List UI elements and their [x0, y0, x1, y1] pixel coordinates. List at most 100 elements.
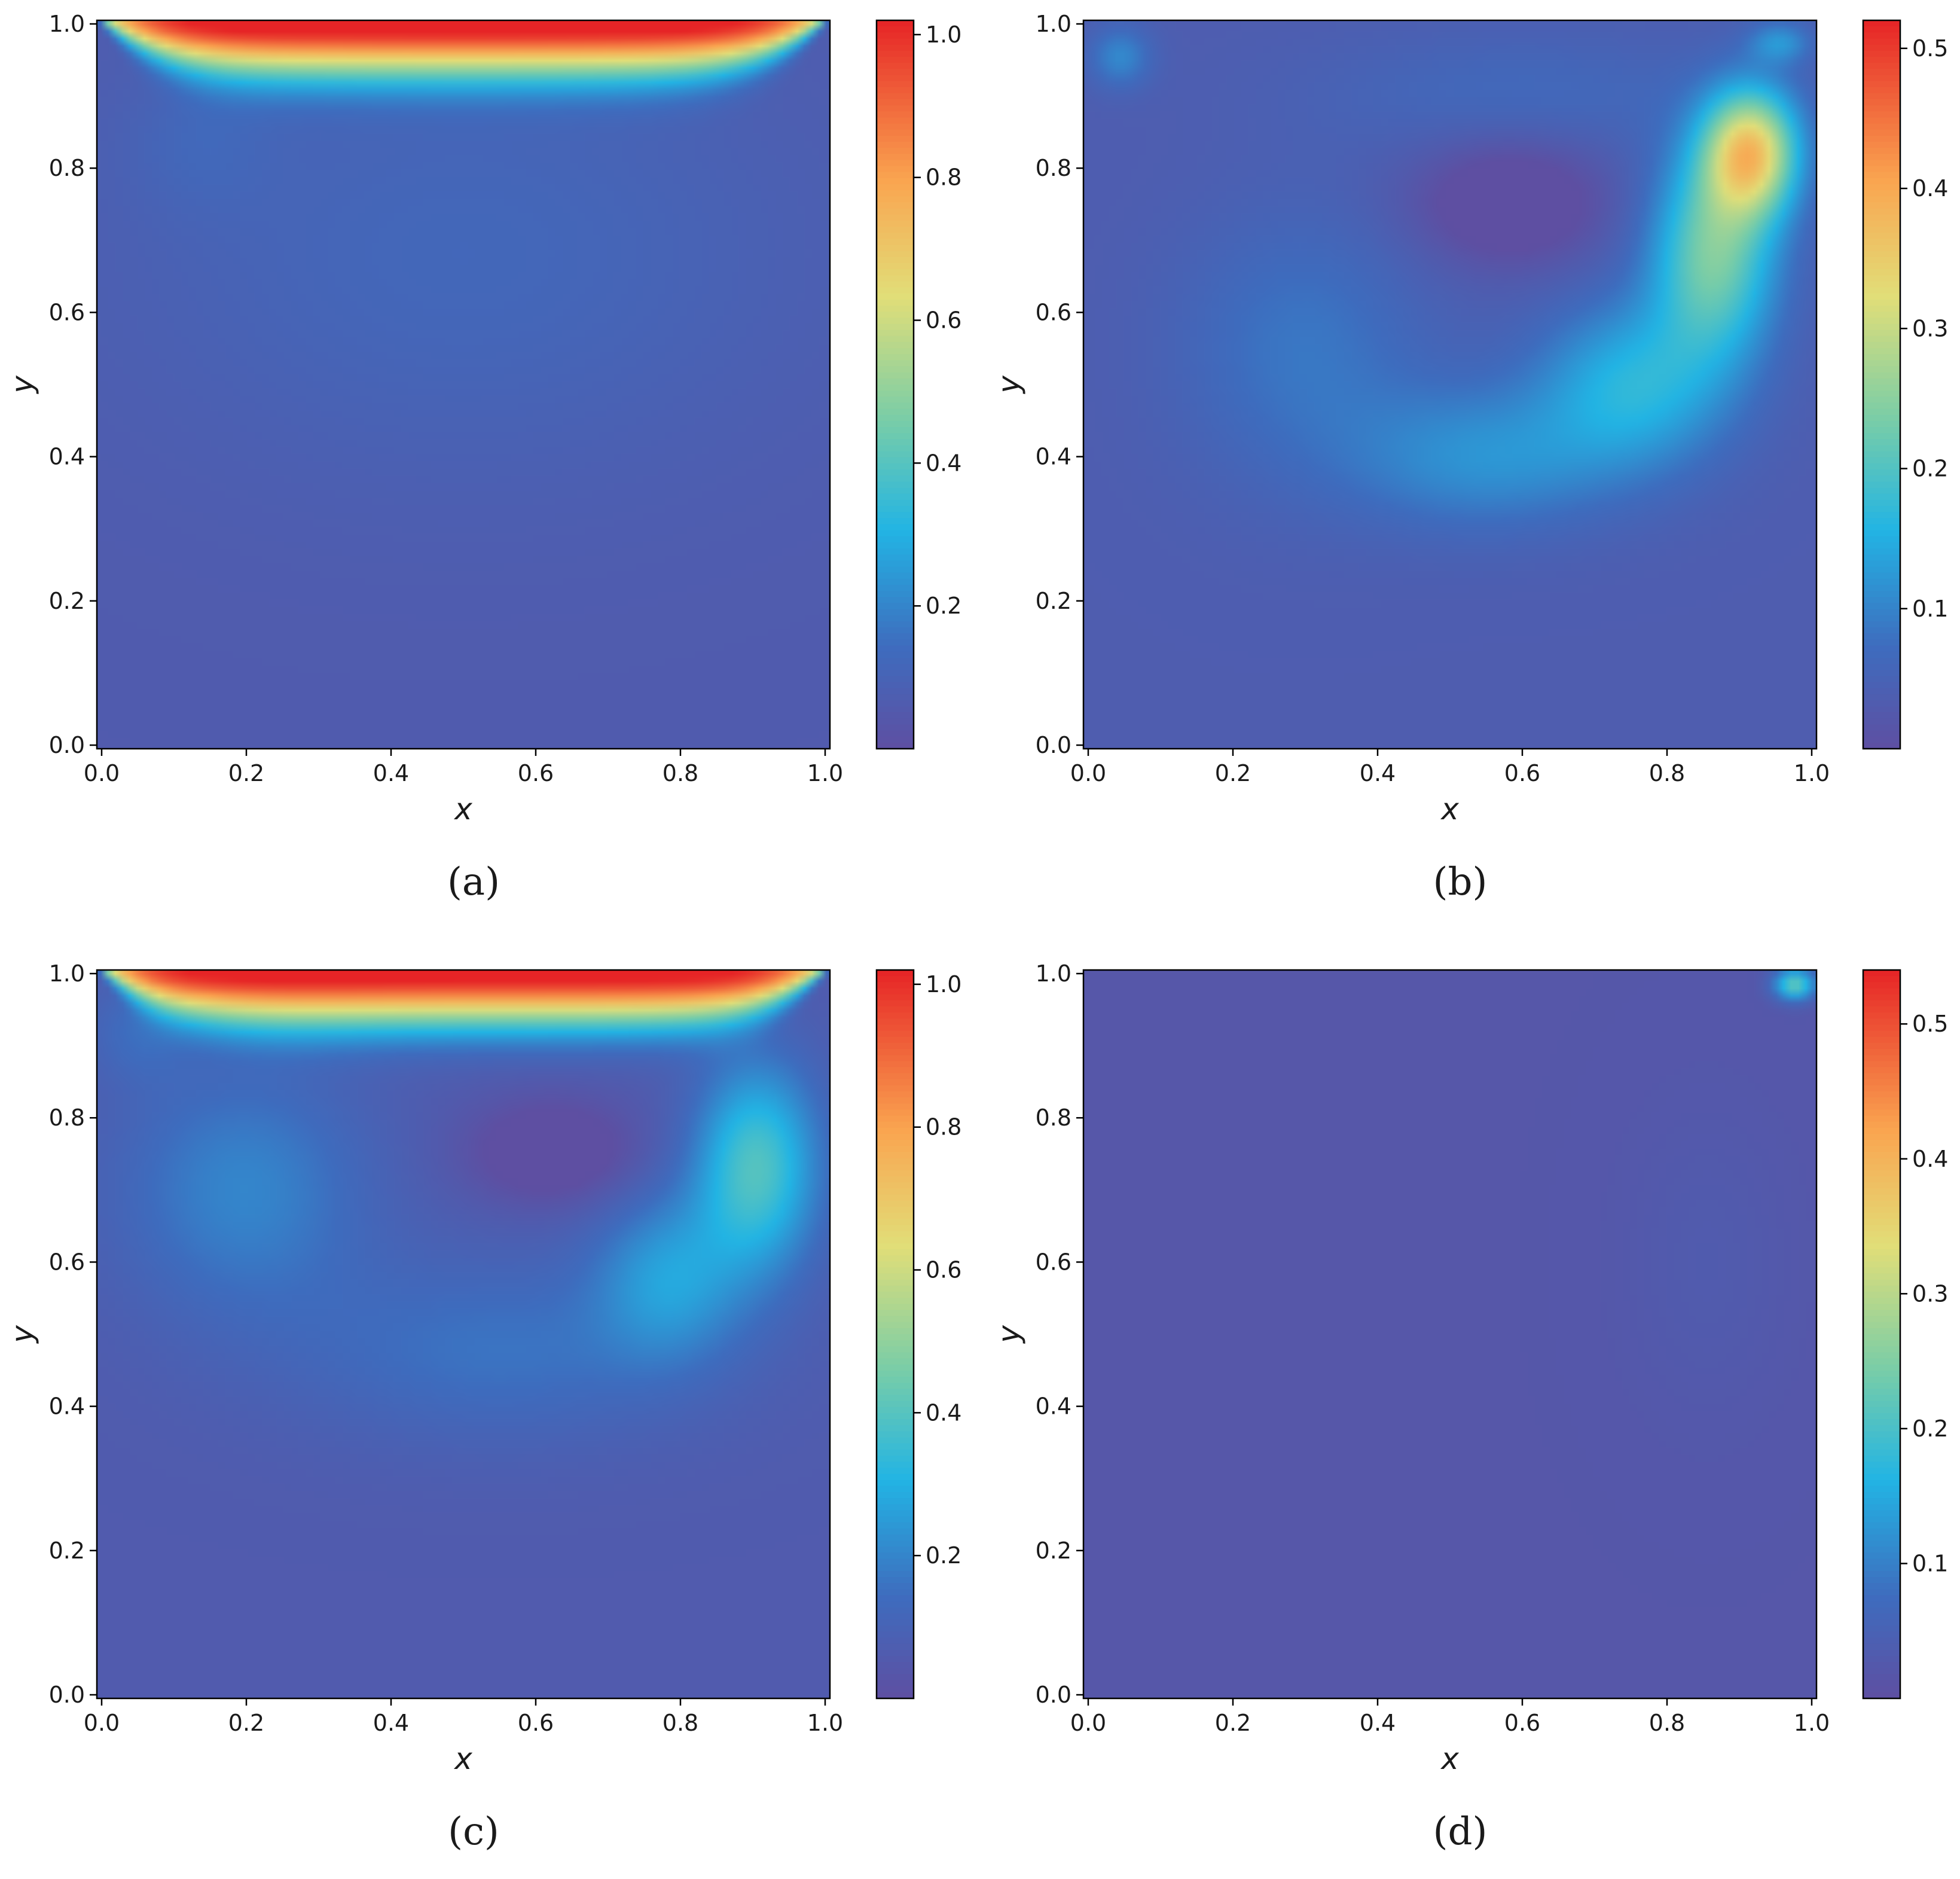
- colorbar-segment: [877, 1055, 914, 1062]
- panel-b: 0.0 0.2 0.4 0.6 0.8 1.0 0.0 0.2 0.4 0.6 0.8 1.0 x y 0.…: [991, 11, 1948, 904]
- colorbar-tick-label: 0.5: [1912, 35, 1948, 62]
- colorbar-segment: [877, 1334, 914, 1341]
- colorbar-segment: [877, 117, 914, 124]
- panel-caption: (c): [448, 1810, 499, 1854]
- x-tick-label: 0.6: [1504, 760, 1540, 786]
- colorbar-segment: [1863, 1413, 1900, 1420]
- colorbar-segment: [1863, 1255, 1900, 1262]
- colorbar-segment: [877, 233, 914, 240]
- colorbar-segment: [877, 530, 914, 537]
- colorbar-segment: [877, 202, 914, 209]
- colorbar-segment: [877, 1364, 914, 1371]
- colorbar-segment: [877, 1619, 914, 1626]
- colorbar-segment: [1863, 385, 1900, 391]
- colorbar-segment: [1863, 439, 1900, 446]
- colorbar-segment: [1863, 457, 1900, 464]
- colorbar-segment: [1863, 1637, 1900, 1645]
- y-tick-label: 0.4: [49, 1393, 85, 1420]
- y-tick-label: 0.4: [1036, 444, 1071, 470]
- colorbar-segment: [877, 1595, 914, 1602]
- colorbar-segment: [877, 994, 914, 1001]
- colorbar-segment: [877, 1285, 914, 1292]
- colorbar-segment: [877, 512, 914, 519]
- colorbar-segment: [1863, 1443, 1900, 1450]
- x-tick-label: 0.8: [1649, 760, 1685, 786]
- colorbar-segment: [1863, 1006, 1900, 1013]
- colorbar-segment: [1863, 245, 1900, 252]
- x-tick-label: 0.8: [663, 760, 698, 786]
- colorbar-segment: [877, 1516, 914, 1523]
- colorbar-segment: [877, 1048, 914, 1056]
- colorbar-segment: [1863, 1346, 1900, 1353]
- y-tick-label: 0.2: [1036, 1538, 1071, 1564]
- colorbar-segment: [877, 1504, 914, 1511]
- y-tick-label: 0.6: [1036, 1249, 1071, 1275]
- x-tick-label: 0.8: [1649, 1710, 1685, 1736]
- colorbar-tick-label: 0.2: [1912, 1416, 1948, 1442]
- x-tick-label: 0.2: [1215, 760, 1251, 786]
- panel-caption: (a): [447, 860, 500, 904]
- colorbar-segment: [877, 1061, 914, 1068]
- colorbar-segment: [877, 44, 914, 51]
- colorbar-segment: [1863, 1583, 1900, 1590]
- colorbar-segment: [1863, 1558, 1900, 1566]
- colorbar-segment: [1863, 548, 1900, 555]
- colorbar-tick-label: 0.4: [1912, 1146, 1948, 1172]
- colorbar-segment: [1863, 1570, 1900, 1578]
- panel-a: 0.0 0.2 0.4 0.6 0.8 1.0 0.0 0.2 0.4 0.6 0.8 1.0 x y 0.…: [5, 11, 961, 904]
- y-tick-label: 0.4: [49, 444, 85, 470]
- colorbar-segment: [1863, 1079, 1900, 1086]
- colorbar-segment: [877, 184, 914, 191]
- colorbar-segment: [1863, 639, 1900, 646]
- colorbar-segment: [1863, 1449, 1900, 1456]
- colorbar-segment: [1863, 1407, 1900, 1414]
- colorbar-segment: [877, 1158, 914, 1165]
- colorbar-segment: [1863, 1662, 1900, 1669]
- colorbar-segment: [877, 372, 914, 379]
- colorbar-segment: [1863, 572, 1900, 579]
- colorbar-segment: [877, 1194, 914, 1201]
- colorbar-segment: [1863, 506, 1900, 513]
- colorbar-segment: [877, 1662, 914, 1669]
- colorbar-segment: [1863, 318, 1900, 325]
- x-tick-label: 0.2: [228, 760, 264, 786]
- colorbar-segment: [877, 439, 914, 446]
- colorbar-segment: [877, 1570, 914, 1578]
- colorbar-segment: [1863, 1225, 1900, 1232]
- colorbar-segment: [877, 506, 914, 513]
- colorbar-segment: [1863, 105, 1900, 112]
- colorbar-segment: [1863, 1249, 1900, 1256]
- colorbar-segment: [877, 1328, 914, 1335]
- colorbar-segment: [1863, 1601, 1900, 1608]
- colorbar-segment: [877, 1231, 914, 1238]
- colorbar-segment: [1863, 154, 1900, 161]
- colorbar-segment: [1863, 1316, 1900, 1323]
- colorbar-segment: [877, 1692, 914, 1699]
- colorbar-tick-label: 0.4: [926, 1399, 961, 1426]
- colorbar-segment: [877, 597, 914, 604]
- colorbar-segment: [877, 518, 914, 525]
- colorbar-segment: [877, 1631, 914, 1639]
- colorbar-segment: [1863, 1352, 1900, 1359]
- colorbar-segment: [877, 281, 914, 288]
- x-tick-label: 1.0: [807, 760, 843, 786]
- colorbar-segment: [1863, 1219, 1900, 1226]
- colorbar-segment: [877, 609, 914, 616]
- colorbar-segment: [877, 50, 914, 57]
- colorbar-segment: [877, 1067, 914, 1074]
- colorbar-segment: [1863, 1042, 1900, 1050]
- colorbar-segment: [1863, 1012, 1900, 1019]
- colorbar-segment: [1863, 184, 1900, 191]
- colorbar-segment: [877, 1146, 914, 1153]
- colorbar-segment: [877, 1649, 914, 1657]
- colorbar-segment: [877, 341, 914, 349]
- colorbar-segment: [877, 1686, 914, 1693]
- colorbar-segment: [1863, 178, 1900, 185]
- colorbar-segment: [1863, 1182, 1900, 1189]
- colorbar-segment: [1863, 26, 1900, 33]
- colorbar-segment: [1863, 591, 1900, 598]
- colorbar-segment: [1863, 414, 1900, 422]
- colorbar-segment: [1863, 214, 1900, 221]
- y-axis-label: y: [991, 375, 1026, 395]
- colorbar-segment: [1863, 1267, 1900, 1274]
